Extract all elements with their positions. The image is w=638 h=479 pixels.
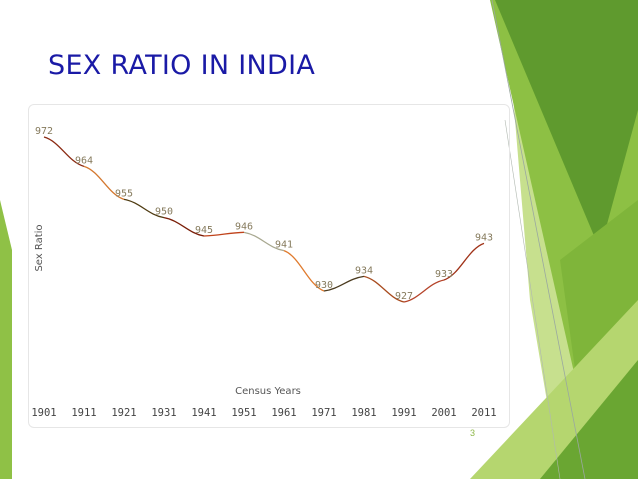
chart-line-segment [323, 275, 365, 292]
chart-data-label: 955 [115, 188, 133, 199]
bottom-right-dark-triangle [540, 360, 638, 479]
chart-data-label: 933 [435, 269, 453, 280]
page-title: SEX RATIO IN INDIA [48, 50, 316, 81]
chart-x-tick-label: 1951 [231, 407, 256, 419]
chart-line-segment [363, 275, 405, 303]
chart-data-label: 964 [75, 155, 93, 166]
chart-ylabel: Sex Ratio [34, 224, 45, 271]
chart-data-label: 950 [155, 207, 173, 218]
chart-line-segment [443, 242, 485, 281]
chart-line-segment [123, 198, 165, 219]
chart-line-segment [243, 231, 285, 252]
chart-line-segment [283, 250, 325, 292]
left-green-strip [0, 200, 12, 479]
chart-line-segment [403, 279, 445, 303]
chart-x-tick-label: 1941 [191, 407, 216, 419]
right-dark-green-panel [495, 0, 638, 250]
chart-data-label: 972 [35, 126, 53, 137]
decor-thin-line [491, 0, 586, 479]
chart-x-tick-label: 1921 [111, 407, 136, 419]
chart-frame [28, 104, 510, 428]
chart-x-tick-labels: 1901 1911 1921 1931 1941 1951 1961 1971 1981 1991… [31, 407, 496, 419]
chart-data-label: 943 [475, 232, 493, 243]
decor-thin-line-2 [504, 119, 561, 479]
chart-x-tick-label: 1931 [151, 407, 176, 419]
chart-x-tick-label: 1971 [311, 407, 336, 419]
chart-data-label: 930 [315, 280, 333, 291]
chart-x-tick-label: 1911 [71, 407, 96, 419]
chart-line-segment [203, 231, 245, 237]
chart-data-label: 927 [395, 291, 413, 302]
chart-x-tick-label: 1981 [351, 407, 376, 419]
chart-line-segment [163, 217, 205, 237]
chart-x-tick-label: 1901 [31, 407, 56, 419]
chart-line-segment [83, 165, 125, 200]
chart-x-tick-label: 1961 [271, 407, 296, 419]
chart-x-tick-label: 2001 [431, 407, 456, 419]
chart-x-tick-label: 2011 [471, 407, 496, 419]
chart-series-line [43, 136, 485, 303]
chart-x-tick-label: 1991 [391, 407, 416, 419]
chart-data-labels: 972 964 955 950 945 946 941 930 934 927 933 943 [35, 126, 493, 302]
chart-xlabel: Census Years [235, 386, 301, 397]
chart-data-label: 941 [275, 240, 293, 251]
chart-data-label: 946 [235, 221, 253, 232]
chart-line-segment [43, 136, 85, 167]
chart-data-label: 945 [195, 225, 213, 236]
page-number: 3 [470, 428, 476, 438]
chart-data-label: 934 [355, 265, 373, 276]
